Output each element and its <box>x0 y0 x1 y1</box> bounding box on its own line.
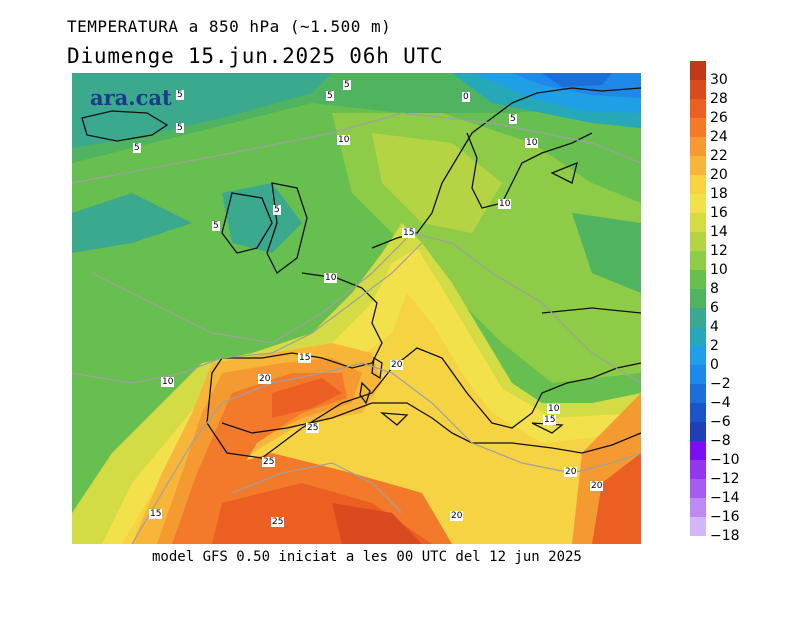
isotherm-label: 10 <box>525 138 539 148</box>
legend-swatch <box>690 194 706 213</box>
legend-label: 12 <box>710 243 728 259</box>
legend-label: −14 <box>710 490 740 506</box>
legend-label: −4 <box>710 395 731 411</box>
legend-label: 18 <box>710 186 728 202</box>
legend-label: −18 <box>710 528 740 544</box>
isotherm-label: 20 <box>258 374 272 384</box>
isotherm-label: 10 <box>547 404 561 414</box>
legend-swatch <box>690 346 706 365</box>
legend-label: 16 <box>710 205 728 221</box>
isotherm-label: 15 <box>543 415 557 425</box>
legend-swatch <box>690 365 706 384</box>
legend-label: −12 <box>710 471 740 487</box>
isotherm-label: 5 <box>212 221 220 231</box>
isotherm-label: 5 <box>509 114 517 124</box>
legend-swatch <box>690 308 706 327</box>
legend-swatch <box>690 251 706 270</box>
legend-swatch <box>690 327 706 346</box>
legend-swatch <box>690 213 706 232</box>
legend-label: 6 <box>710 300 719 316</box>
legend-label: −8 <box>710 433 731 449</box>
map-date: Diumenge 15.jun.2025 06h UTC <box>67 44 444 68</box>
legend-swatch <box>690 175 706 194</box>
legend-label: 8 <box>710 281 719 297</box>
isotherm-label: 10 <box>161 377 175 387</box>
map-title: TEMPERATURA a 850 hPa (~1.500 m) <box>67 17 392 36</box>
isotherm-label: 5 <box>133 143 141 153</box>
legend-label: 20 <box>710 167 728 183</box>
legend-label: 2 <box>710 338 719 354</box>
legend-label: 26 <box>710 110 728 126</box>
legend-swatch <box>690 441 706 460</box>
legend-swatch <box>690 422 706 441</box>
isotherm-label: 10 <box>337 135 351 145</box>
legend-label: 0 <box>710 357 719 373</box>
legend-swatch <box>690 498 706 517</box>
isotherm-label: 5 <box>343 80 351 90</box>
legend-label: −6 <box>710 414 731 430</box>
isotherm-label: 10 <box>324 273 338 283</box>
legend-label: −10 <box>710 452 740 468</box>
isotherm-label: 20 <box>564 467 578 477</box>
isotherm-label: 15 <box>402 228 416 238</box>
isotherm-label: 25 <box>306 423 320 433</box>
legend-swatch <box>690 289 706 308</box>
ara-cat-watermark: ara.cat <box>90 85 172 110</box>
legend-label: −2 <box>710 376 731 392</box>
legend-swatch <box>690 232 706 251</box>
legend-swatch <box>690 270 706 289</box>
legend-swatch <box>690 384 706 403</box>
legend-label: 4 <box>710 319 719 335</box>
legend-label: 14 <box>710 224 728 240</box>
legend-label: −16 <box>710 509 740 525</box>
legend-swatch <box>690 118 706 137</box>
legend-swatch <box>690 99 706 118</box>
isotherm-label: 15 <box>298 353 312 363</box>
isotherm-label: 5 <box>326 91 334 101</box>
legend-swatch <box>690 80 706 99</box>
legend-swatch <box>690 137 706 156</box>
isotherm-label: 20 <box>390 360 404 370</box>
isotherm-label: 5 <box>176 123 184 133</box>
isotherm-label: 20 <box>450 511 464 521</box>
legend-swatch <box>690 479 706 498</box>
isotherm-label: 0 <box>462 92 470 102</box>
legend-label: 10 <box>710 262 728 278</box>
isotherm-label: 25 <box>271 517 285 527</box>
legend-swatch <box>690 61 706 80</box>
model-caption: model GFS 0.50 iniciat a les 00 UTC del … <box>152 549 582 565</box>
legend-swatch <box>690 403 706 422</box>
legend-label: 28 <box>710 91 728 107</box>
temperature-field <box>72 73 641 544</box>
legend-swatch <box>690 460 706 479</box>
isotherm-label: 15 <box>149 509 163 519</box>
isotherm-label: 5 <box>273 205 281 215</box>
legend-label: 30 <box>710 72 728 88</box>
isotherm-label: 10 <box>498 199 512 209</box>
legend-label: 24 <box>710 129 728 145</box>
legend-label: 22 <box>710 148 728 164</box>
legend-swatch <box>690 156 706 175</box>
legend-swatch <box>690 517 706 536</box>
isotherm-label: 25 <box>262 457 276 467</box>
isotherm-label: 20 <box>590 481 604 491</box>
isotherm-label: 5 <box>176 90 184 100</box>
temperature-map: ara.cat 5 5 5 5 5 5 5 0 5 10 10 10 15 10… <box>72 73 641 544</box>
